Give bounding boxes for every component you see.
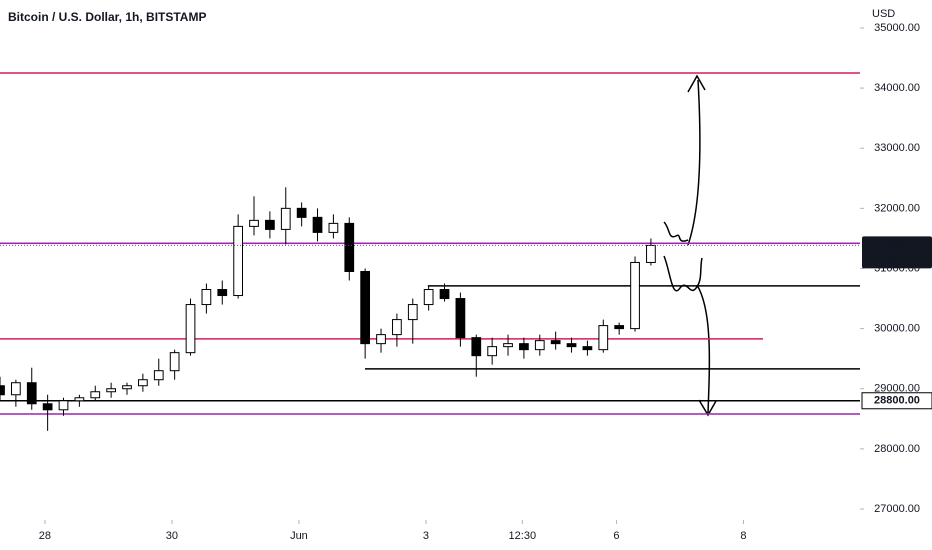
level-tag: [861, 392, 932, 410]
candle-body: [614, 325, 625, 330]
candle-body: [26, 382, 37, 405]
candle-body: [360, 270, 371, 345]
y-tick-label: 29000.00: [874, 383, 920, 395]
chart-title: Bitcoin / U.S. Dollar, 1h, BITSTAMP: [8, 10, 206, 24]
candle-body: [407, 304, 418, 321]
candle-body: [566, 343, 577, 348]
candle-body: [42, 403, 53, 411]
candle-body: [90, 391, 101, 399]
last-price-tag: [862, 236, 932, 269]
up-arrow: [687, 79, 701, 246]
candle-body: [58, 400, 69, 411]
squiggle: [663, 221, 689, 242]
y-tick-label: 32000.00: [874, 202, 920, 214]
x-tick-label: 8: [740, 530, 746, 542]
last-price-label: 31384.22: [874, 239, 920, 251]
candle-body: [233, 225, 244, 297]
candle-body: [344, 222, 355, 272]
candle-body: [169, 352, 180, 372]
candle-body: [249, 219, 259, 227]
candle-body: [122, 385, 132, 390]
candle-body: [534, 340, 545, 351]
candle-body: [296, 207, 307, 218]
candle-body: [550, 340, 561, 345]
down-arrow: [696, 284, 711, 414]
candle-body: [11, 382, 21, 396]
y-tick-label: 30000.00: [874, 323, 920, 335]
y-tick-label: 33000.00: [874, 142, 920, 154]
currency-label: USD: [872, 8, 895, 20]
down-arrowhead: [698, 399, 717, 417]
candle-body: [503, 343, 513, 348]
candle-body: [582, 346, 593, 351]
candle-body: [630, 261, 640, 330]
candle-body: [312, 216, 323, 233]
countdown-label: 38:39: [870, 253, 898, 265]
x-tick-label: 6: [613, 530, 619, 542]
x-tick-label: 28: [39, 530, 51, 542]
candle-body: [280, 207, 291, 230]
candle-body: [153, 370, 164, 381]
up-arrowhead: [687, 74, 706, 93]
candle-body: [519, 343, 529, 351]
x-tick-label: 3: [423, 530, 429, 542]
x-tick-label: Jun: [290, 530, 308, 542]
candle-body: [138, 379, 148, 387]
candle-body: [598, 325, 609, 351]
candle-body: [74, 397, 85, 402]
candle-body: [487, 346, 498, 357]
candle-body: [646, 244, 656, 263]
candle-body: [0, 385, 5, 396]
candle-body: [217, 289, 228, 297]
y-tick-label: 27000.00: [874, 503, 920, 515]
candle-body: [471, 337, 482, 357]
candle-body: [185, 304, 196, 354]
y-tick-label: 28000.00: [874, 443, 920, 455]
candle-body: [106, 388, 116, 393]
candle-body: [328, 222, 339, 233]
candle-body: [455, 298, 466, 339]
y-tick-label: 34000.00: [874, 82, 920, 94]
candle-body: [392, 319, 402, 336]
x-tick-label: 12:30: [509, 530, 537, 542]
x-tick-label: 30: [166, 530, 178, 542]
candle-body: [265, 219, 275, 230]
squiggle: [663, 255, 703, 292]
y-tick-label: 35000.00: [874, 22, 920, 34]
candle-body: [423, 289, 434, 306]
candle-body: [439, 289, 450, 300]
candle-body: [376, 334, 386, 345]
level-tag-label: 28800.00: [874, 395, 920, 407]
candle-body: [201, 289, 212, 306]
